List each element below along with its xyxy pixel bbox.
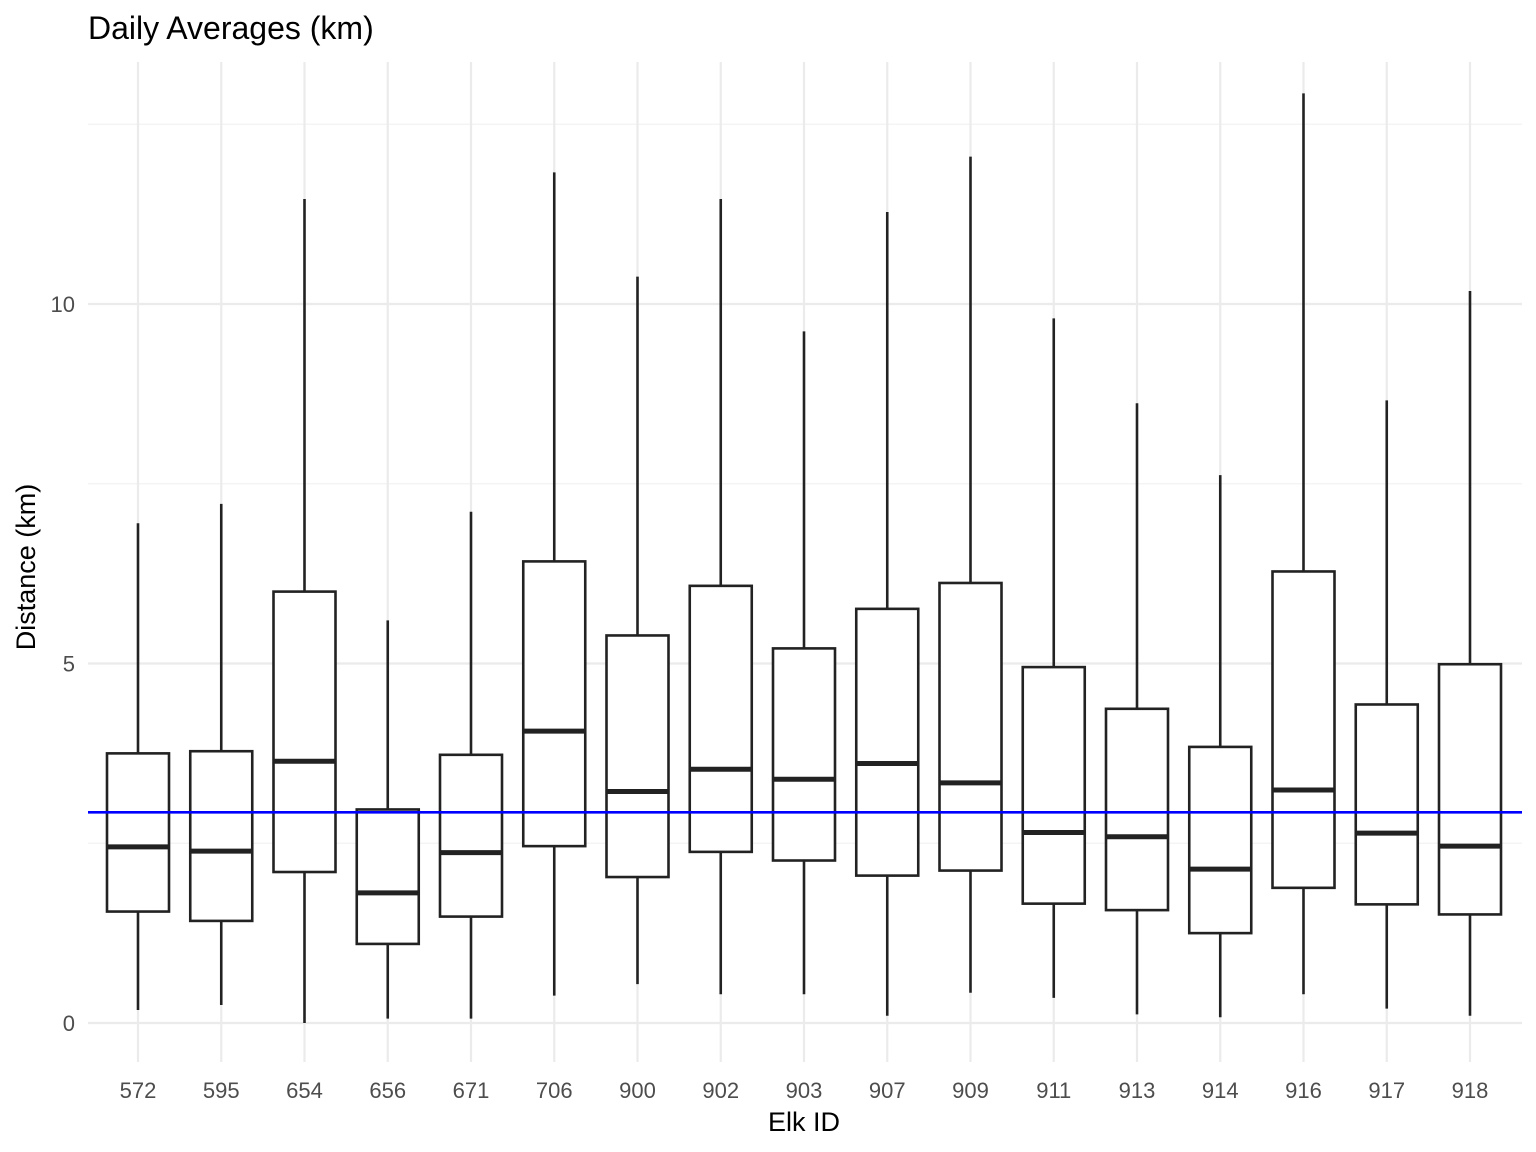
y-axis-title: Distance (km) [11,484,41,651]
iqr-box [854,607,920,877]
box-654 [272,199,337,1023]
box-671 [438,511,504,1019]
iqr-box [1104,707,1170,912]
box-907 [854,211,920,1016]
box-572 [105,523,171,1011]
box-layer [105,93,1503,1023]
iqr-box [272,590,337,874]
box-706 [521,172,587,996]
y-tick-label: 5 [63,652,75,677]
iqr-box [1354,703,1420,906]
box-656 [355,620,421,1019]
x-tick-label: 572 [120,1078,157,1103]
x-tick-label: 654 [286,1078,323,1103]
box-900 [605,276,670,985]
x-tick-label: 706 [536,1078,573,1103]
iqr-box [521,560,587,848]
iqr-box [355,808,421,946]
x-tick-label: 917 [1368,1078,1405,1103]
box-913 [1104,403,1170,1015]
iqr-box [1187,745,1253,935]
x-tick-label: 656 [369,1078,406,1103]
x-tick-label: 911 [1036,1078,1071,1103]
x-tick-label: 902 [702,1078,739,1103]
box-914 [1187,475,1253,1018]
y-tick-label: 10 [51,292,75,317]
box-909 [938,156,1003,993]
x-tick-label: 907 [869,1078,906,1103]
x-axis-title: Elk ID [768,1107,840,1137]
iqr-box [1271,570,1336,890]
box-917 [1354,400,1420,1009]
iqr-box [771,647,837,862]
x-tick-label: 900 [619,1078,656,1103]
x-tick-label: 671 [453,1078,490,1103]
box-903 [771,331,837,995]
iqr-box [605,634,670,879]
x-tick-label: 913 [1119,1078,1156,1103]
iqr-box [188,749,254,923]
box-595 [188,503,254,1006]
chart-title: Daily Averages (km) [88,10,374,46]
iqr-box [105,752,171,913]
box-916 [1271,93,1336,995]
x-tick-label: 909 [952,1078,989,1103]
x-tick-label: 916 [1285,1078,1322,1103]
x-tick-label: 918 [1452,1078,1489,1103]
x-tick-label: 914 [1202,1078,1239,1103]
iqr-box [688,584,754,854]
iqr-box [1021,665,1087,905]
iqr-box [1437,662,1503,916]
box-911 [1021,318,1087,998]
x-tick-label: 903 [786,1078,823,1103]
y-tick-label: 0 [63,1011,75,1036]
x-tick-label: 595 [203,1078,240,1103]
iqr-box [938,581,1003,872]
tick-layer: 0 5 10 572 595 654 656 671 706 900 902 903 907 909 911… [51,292,1489,1103]
box-918 [1437,291,1503,1016]
iqr-box [438,753,504,918]
box-902 [688,199,754,995]
